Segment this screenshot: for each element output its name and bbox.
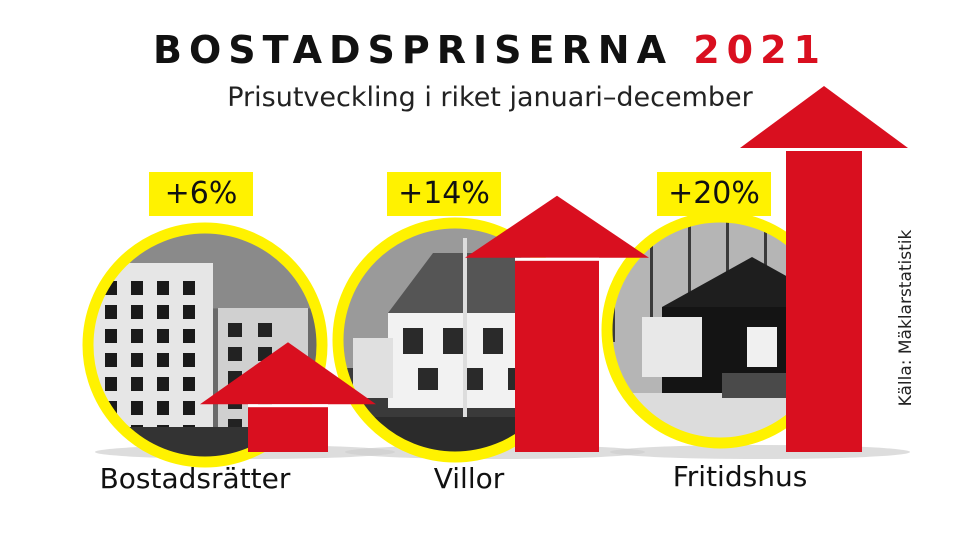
- category-label-fritidshus: Fritidshus: [672, 460, 808, 493]
- arrow-gap-villor: [515, 257, 599, 261]
- title-text: BOSTADSPRISERNA: [153, 28, 673, 72]
- photo-layer: [82, 211, 839, 468]
- arrow-bar-fritidshus: [740, 86, 908, 452]
- value-label-fritidshus: +20%: [657, 172, 771, 216]
- arrow-layer: [200, 86, 908, 452]
- arrow-body-villor: [515, 259, 599, 452]
- arrow-head-villor: [465, 195, 649, 258]
- arrow-head-fritidshus: [740, 86, 908, 148]
- arrow-bar-villor: [465, 195, 649, 452]
- arrow-head-bostadsratter: [200, 342, 376, 405]
- arrow-body-fritidshus: [786, 150, 862, 452]
- arrow-gap-fritidshus: [786, 148, 862, 151]
- category-label-bostadsratter: Bostadsrätter: [99, 462, 291, 495]
- value-label-villor: +14%: [387, 172, 501, 216]
- source-text: Källa: Mäklarstatistik: [896, 229, 916, 407]
- chart-title: BOSTADSPRISERNA 2021: [0, 28, 980, 72]
- photo-ring-bostadsratter: [82, 222, 328, 468]
- category-label-villor: Villor: [433, 462, 505, 495]
- chart-subtitle: Prisutveckling i riket januari–december: [227, 82, 753, 113]
- title-year: 2021: [693, 28, 827, 72]
- arrow-body-bostadsratter: [248, 406, 328, 452]
- arrow-bar-bostadsratter: [200, 342, 376, 452]
- value-label-bostadsratter: +6%: [149, 172, 253, 216]
- shadow-fritidshus: [610, 445, 910, 459]
- arrow-gap-bostadsratter: [248, 404, 328, 408]
